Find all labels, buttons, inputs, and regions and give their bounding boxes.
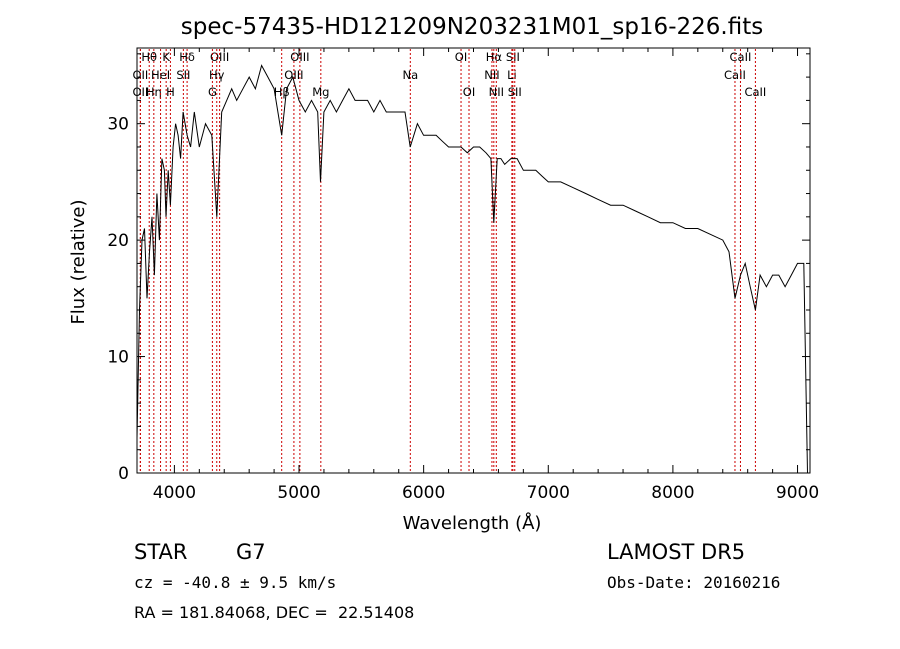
obs-date: Obs-Date: 20160216 [607, 573, 781, 592]
line-label-8: Hδ [179, 50, 195, 64]
y-tick-label-3: 30 [107, 115, 129, 135]
y-tick-label-1: 10 [107, 348, 129, 368]
line-label-15: Mg [312, 85, 329, 99]
line-label-22: SII [506, 50, 520, 64]
x-tick-label-4: 8000 [651, 483, 694, 503]
line-label-16: Na [402, 68, 418, 82]
line-label-17: OI [455, 50, 467, 64]
line-label-4: HeI [151, 68, 170, 82]
line-label-5: K [162, 50, 170, 64]
object-class: STAR [134, 540, 188, 564]
y-tick-label-2: 20 [107, 231, 129, 251]
x-tick-label-0: 4000 [153, 483, 196, 503]
plot-frame [136, 47, 811, 474]
x-tick-label-3: 7000 [527, 483, 570, 503]
line-label-9: OIII [210, 50, 229, 64]
line-label-25: CaII [724, 68, 746, 82]
line-label-13: OIII [284, 68, 303, 82]
line-label-0: Hθ [141, 50, 157, 64]
line-label-23: Li [507, 68, 517, 82]
line-label-20: NII [484, 68, 499, 82]
line-label-18: OI [463, 85, 475, 99]
line-label-11: G [208, 85, 217, 99]
axis-ticks: 4000 5000 6000 7000 8000 9000 0 10 20 30 [107, 48, 819, 503]
line-label-14: OIII [290, 50, 309, 64]
line-label-6: H [166, 85, 175, 99]
spectrum-line [136, 64, 808, 474]
line-label-19: Hα [486, 50, 503, 64]
y-tick-label-0: 0 [118, 464, 129, 484]
line-label-7: SII [176, 68, 190, 82]
coordinates: RA = 181.84068, DEC = 22.51408 [134, 603, 415, 622]
line-label-27: CaII [744, 85, 766, 99]
line-label-3: Hη [146, 85, 162, 99]
object-subclass: G7 [236, 540, 266, 564]
line-label-21: NII [489, 85, 504, 99]
line-label-24: SII [508, 85, 522, 99]
y-axis-label: Flux (relative) [68, 199, 89, 324]
redshift-info: cz = -40.8 ± 9.5 km/s [134, 573, 337, 592]
chart-title: spec-57435-HD121209N203231M01_sp16-226.f… [181, 14, 763, 40]
line-label-10: Hγ [209, 68, 225, 82]
x-tick-label-1: 5000 [277, 483, 320, 503]
survey-name: LAMOST DR5 [607, 540, 746, 564]
line-label-26: CaII [730, 50, 752, 64]
x-tick-label-2: 6000 [402, 483, 445, 503]
x-axis-label: Wavelength (Å) [403, 512, 542, 534]
x-tick-label-5: 9000 [776, 483, 819, 503]
line-label-2: OII [132, 85, 148, 99]
